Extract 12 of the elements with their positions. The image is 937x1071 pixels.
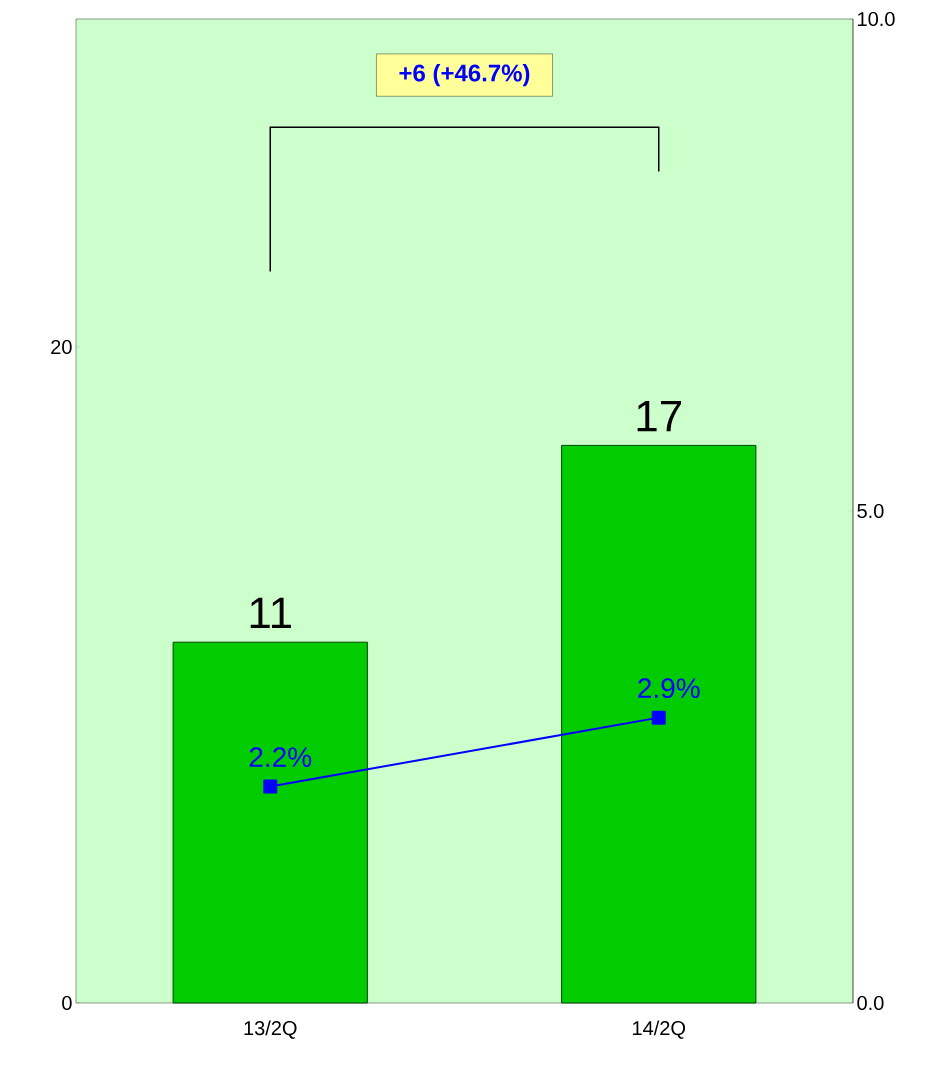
- data-label: 17: [637, 400, 681, 432]
- y-tick-label: 20: [51, 339, 72, 355]
- y2-tick-label: 5.0: [857, 503, 884, 519]
- data-label: 2.9%: [638, 678, 700, 699]
- data-label: 2.2%: [249, 747, 312, 767]
- annotation: +6 (+46.7%): [399, 63, 530, 87]
- x-tick-label: 13/2Q: [244, 1020, 297, 1039]
- y2-tick-label: 10.0: [858, 11, 895, 27]
- y-tick-label: 0: [62, 995, 72, 1011]
- data-label: 11: [250, 597, 291, 628]
- x-tick-label: 14/2Q: [633, 1020, 686, 1039]
- y2-tick-label: 0.0: [857, 995, 884, 1011]
